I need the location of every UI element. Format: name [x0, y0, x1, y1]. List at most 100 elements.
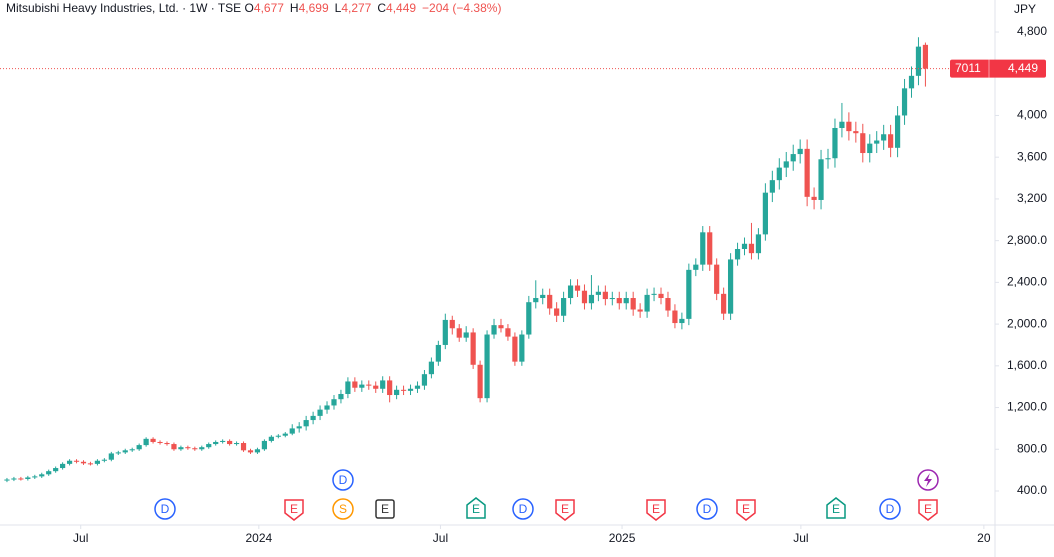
x-tick-label: Jul — [73, 531, 88, 545]
candle-body — [595, 291, 601, 295]
grid — [80, 31, 999, 529]
candle-body — [303, 420, 309, 427]
event-marker[interactable]: E — [284, 499, 304, 521]
event-label: E — [561, 502, 569, 516]
candle-body — [748, 243, 755, 254]
candle-body — [18, 478, 24, 480]
candle-body — [254, 449, 261, 453]
candle-body — [860, 133, 866, 154]
candle-body — [129, 449, 135, 451]
candle-body — [366, 384, 372, 386]
candle-body — [533, 298, 539, 303]
candle-body — [644, 294, 650, 312]
candle-body — [477, 364, 483, 399]
candle-body — [87, 463, 94, 465]
candles — [0, 37, 995, 483]
y-tick-label: 800.0 — [1017, 441, 1047, 455]
event-shape — [375, 499, 395, 519]
candle-body — [157, 441, 163, 444]
ohlc-key: H — [290, 1, 299, 15]
candle-body — [825, 158, 831, 160]
candle-body — [199, 447, 205, 450]
event-shape — [918, 499, 938, 521]
candle-body — [818, 159, 824, 200]
candle-body — [567, 285, 574, 299]
candle-body — [797, 148, 803, 155]
event-marker[interactable]: E — [375, 499, 395, 519]
candle-body — [247, 450, 254, 453]
candle-body — [94, 460, 101, 464]
event-shape — [879, 498, 901, 520]
event-marker[interactable]: S — [332, 498, 354, 520]
event-shape — [466, 497, 486, 519]
candle-body — [839, 121, 845, 128]
candle-body — [282, 433, 288, 436]
candle-body — [178, 447, 184, 450]
candle-body — [881, 134, 887, 141]
candle-body — [435, 344, 441, 362]
badge-symbol: 7011 — [955, 61, 981, 75]
candle-body — [505, 328, 511, 337]
candle-body — [554, 308, 560, 316]
candle-body — [442, 319, 448, 345]
candle-body — [846, 121, 852, 132]
candle-body — [359, 384, 365, 388]
candle-body — [574, 285, 581, 291]
event-label: E — [924, 502, 932, 516]
candle-body — [679, 318, 685, 324]
event-marker[interactable]: D — [512, 498, 534, 520]
candle-body — [762, 192, 768, 235]
event-marker[interactable]: E — [736, 499, 756, 521]
event-marker[interactable]: D — [154, 498, 176, 520]
candle-body — [783, 161, 789, 168]
candle-body — [721, 293, 727, 314]
candle-body — [922, 44, 929, 69]
event-marker[interactable]: D — [332, 469, 354, 491]
candle-body — [470, 332, 476, 365]
candle-body — [616, 298, 622, 304]
candle-body — [853, 131, 859, 134]
event-marker[interactable]: E — [918, 499, 938, 521]
candle-body — [894, 115, 901, 148]
event-marker[interactable]: E — [826, 497, 846, 519]
ohlc-value: 4,677 — [254, 1, 284, 15]
events: D E D S E E D E E D E E D E — [154, 469, 938, 521]
candle-body — [317, 409, 323, 416]
candle-body — [915, 46, 922, 76]
candle-body — [658, 293, 664, 299]
y-tick-label: 1,200.0 — [1007, 400, 1047, 414]
event-shape — [826, 497, 846, 519]
y-tick-label: 2,800.0 — [1007, 233, 1047, 247]
legend-line: Mitsubishi Heavy Industries, Ltd. · 1W ·… — [6, 1, 501, 15]
candle-body — [227, 440, 233, 445]
event-marker[interactable]: E — [646, 499, 666, 521]
candle-body — [908, 75, 915, 89]
event-marker[interactable]: E — [555, 499, 575, 521]
candle-body — [519, 334, 525, 362]
event-marker[interactable]: D — [879, 498, 901, 520]
candle-body — [80, 461, 87, 464]
candle-body — [421, 374, 428, 386]
candle-body — [73, 460, 80, 462]
event-marker[interactable]: E — [466, 497, 486, 519]
candle-body — [512, 336, 518, 362]
candle-body — [637, 309, 643, 312]
symbol-title: Mitsubishi Heavy Industries, Ltd. · 1W ·… — [6, 1, 241, 15]
badge-bg — [950, 59, 1046, 78]
candle-body — [192, 448, 198, 450]
candle-body — [220, 440, 226, 442]
y-tick-label: 2,000.0 — [1007, 316, 1047, 330]
candle-body — [734, 248, 741, 260]
candle-body — [338, 393, 344, 400]
x-tick-label: 20 — [977, 531, 991, 545]
event-marker[interactable]: D — [696, 498, 718, 520]
candle-body — [352, 381, 358, 388]
candle-body — [310, 415, 316, 421]
candle-body — [289, 428, 295, 434]
candle-body — [32, 476, 38, 478]
event-label: D — [161, 502, 170, 516]
event-shape — [154, 498, 176, 520]
candle-body — [811, 196, 817, 200]
